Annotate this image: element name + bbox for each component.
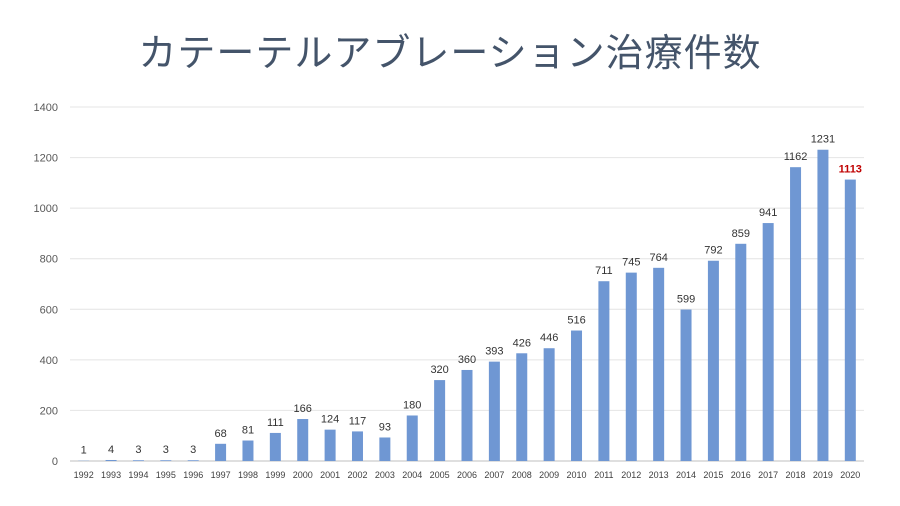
- bar-2000: [297, 419, 309, 461]
- y-tick-label: 400: [40, 355, 58, 367]
- x-tick-label: 1995: [156, 470, 176, 480]
- y-tick-label: 800: [40, 254, 58, 266]
- x-tick-label: 2003: [375, 470, 395, 480]
- bar-2011: [598, 281, 610, 461]
- bar-2019: [817, 149, 829, 462]
- x-tick-label: 2014: [676, 470, 696, 480]
- bar-2002: [351, 431, 363, 461]
- x-tick-label: 1996: [183, 470, 203, 480]
- data-label-1996: 3: [190, 444, 196, 456]
- x-tick-label: 2016: [731, 470, 751, 480]
- x-tick-label: 2005: [430, 470, 450, 480]
- y-tick-label: 0: [52, 456, 58, 468]
- y-tick-label: 600: [40, 304, 58, 316]
- y-tick-label: 1000: [34, 203, 58, 215]
- bar-2006: [461, 369, 473, 461]
- data-label-2003: 93: [379, 421, 391, 433]
- data-label-2013: 764: [649, 252, 667, 264]
- x-tick-label: 2011: [594, 470, 613, 480]
- data-label-1992: 1: [81, 445, 87, 457]
- data-label-1995: 3: [163, 444, 169, 456]
- x-tick-label: 2019: [813, 470, 833, 480]
- data-label-1994: 3: [135, 444, 141, 456]
- data-label-1998: 81: [242, 425, 254, 437]
- x-tick-label: 2015: [703, 470, 723, 480]
- x-tick-label: 1997: [211, 470, 231, 480]
- data-label-2010: 516: [567, 315, 585, 327]
- bar-1996: [187, 460, 199, 461]
- data-label-2002: 117: [349, 415, 367, 427]
- x-tick-label: 2012: [621, 470, 641, 480]
- x-tick-label: 2013: [649, 470, 669, 480]
- bar-1999: [269, 432, 281, 461]
- data-label-2001: 124: [321, 414, 339, 426]
- x-tick-label: 2000: [293, 470, 313, 480]
- bar-2015: [707, 260, 719, 461]
- x-tick-label: 1992: [74, 470, 94, 480]
- data-label-2017: 941: [759, 207, 777, 219]
- bar-1995: [160, 460, 172, 461]
- bar-2014: [680, 309, 692, 461]
- data-label-2011: 711: [595, 265, 613, 277]
- x-tick-label: 1994: [128, 470, 148, 480]
- x-tick-label: 2004: [402, 470, 422, 480]
- data-label-2014: 599: [677, 294, 695, 306]
- bar-2018: [790, 167, 802, 461]
- x-tick-label: 1998: [238, 470, 258, 480]
- bar-2013: [653, 267, 665, 461]
- data-label-1997: 68: [214, 428, 226, 440]
- y-tick-label: 1400: [34, 102, 58, 114]
- bar-2007: [488, 361, 500, 461]
- x-tick-label: 2008: [512, 470, 532, 480]
- bar-2009: [543, 348, 555, 461]
- data-label-2016: 859: [732, 228, 750, 240]
- y-tick-label: 200: [40, 405, 58, 417]
- bar-2008: [516, 353, 528, 461]
- x-tick-label: 1999: [265, 470, 285, 480]
- data-label-2007: 393: [485, 346, 503, 358]
- bar-1993: [105, 459, 117, 461]
- x-tick-label: 2020: [840, 470, 860, 480]
- data-label-2004: 180: [403, 399, 421, 411]
- data-label-2000: 166: [294, 403, 312, 415]
- data-label-2012: 745: [622, 257, 640, 269]
- data-label-2020: 1113: [839, 164, 862, 176]
- data-label-2018: 1162: [784, 151, 808, 163]
- x-tick-label: 2017: [758, 470, 778, 480]
- data-label-1999: 111: [267, 417, 284, 429]
- x-tick-label: 2007: [484, 470, 504, 480]
- x-tick-label: 1993: [101, 470, 121, 480]
- bar-2010: [571, 330, 583, 461]
- bar-2016: [735, 243, 747, 461]
- data-label-2006: 360: [458, 354, 476, 366]
- bar-2001: [324, 429, 336, 461]
- chart-title: カテーテルアブレーション治療件数: [138, 31, 762, 75]
- x-tick-label: 2010: [567, 470, 587, 480]
- bar-2020: [844, 179, 856, 461]
- x-tick-label: 2018: [786, 470, 806, 480]
- bar-1997: [215, 443, 227, 461]
- data-label-2005: 320: [430, 364, 448, 376]
- data-label-2015: 792: [704, 245, 722, 257]
- data-label-2009: 446: [540, 332, 558, 344]
- data-label-2019: 1231: [811, 134, 835, 146]
- bar-2004: [406, 415, 418, 461]
- bar-1994: [132, 460, 144, 461]
- y-tick-label: 1200: [34, 153, 58, 165]
- bar-2012: [625, 272, 637, 461]
- bar-2005: [434, 380, 446, 461]
- x-tick-label: 2002: [347, 470, 367, 480]
- x-tick-label: 2006: [457, 470, 477, 480]
- bar-2003: [379, 437, 391, 461]
- data-label-1993: 4: [108, 444, 114, 456]
- data-label-2008: 426: [513, 337, 531, 349]
- x-tick-label: 2001: [320, 470, 340, 480]
- x-tick-label: 2009: [539, 470, 559, 480]
- bar-1998: [242, 440, 254, 461]
- bar-2017: [762, 223, 774, 461]
